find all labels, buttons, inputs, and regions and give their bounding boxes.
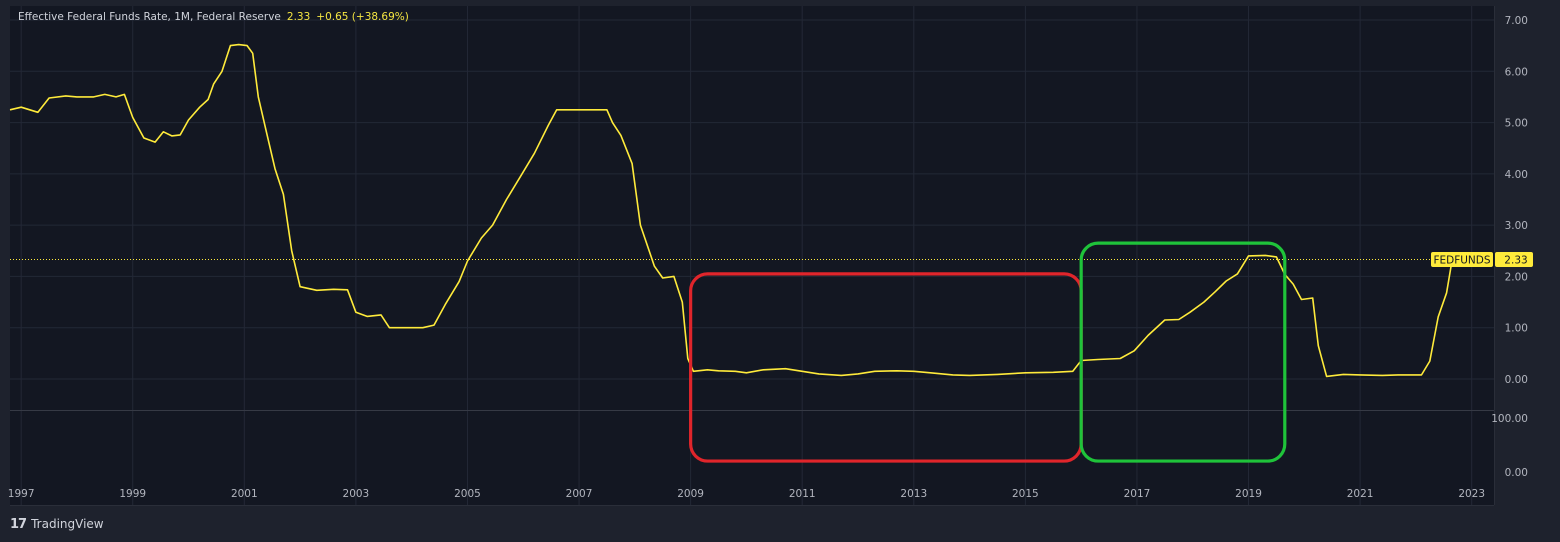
last-value-label: 2.33 — [1504, 255, 1527, 267]
y-tick-label: 4.00 — [1505, 169, 1528, 181]
ticker-label: FEDFUNDS — [1433, 255, 1490, 267]
x-tick-label: 2007 — [566, 488, 593, 500]
lower-pane-tick-label: 100.00 — [1491, 413, 1528, 425]
x-tick-label: 1997 — [8, 488, 35, 500]
y-tick-label: 6.00 — [1505, 66, 1528, 78]
x-tick-label: 2005 — [454, 488, 481, 500]
y-tick-label: 7.00 — [1505, 15, 1528, 27]
legend-last-value: 2.33 — [286, 11, 311, 23]
x-tick-label: 2001 — [231, 488, 258, 500]
tradingview-logo-icon: 17 — [10, 516, 27, 532]
price-axis[interactable]: 0.00 1.00 2.00 3.00 4.00 5.00 6.00 7.00 — [1505, 15, 1528, 386]
green-highlight-box — [1079, 241, 1287, 463]
lower-pane-axis[interactable]: 100.00 0.00 — [1491, 413, 1528, 479]
x-tick-label: 2015 — [1012, 488, 1039, 500]
x-tick-label: 1999 — [119, 488, 146, 500]
x-tick-label: 2023 — [1458, 488, 1485, 500]
x-tick-label: 2021 — [1347, 488, 1374, 500]
y-tick-label: 5.00 — [1505, 118, 1528, 130]
x-tick-label: 2009 — [677, 488, 704, 500]
lower-pane-tick-label: 0.00 — [1505, 467, 1528, 479]
series-line — [9, 43, 1453, 378]
y-tick-label: 3.00 — [1505, 220, 1528, 232]
x-tick-label: 2011 — [789, 488, 816, 500]
last-value-label-bg — [1495, 252, 1533, 268]
time-axis[interactable]: 1997 1999 2001 2003 2005 2007 2009 2011 2013 2015… — [8, 488, 1485, 500]
x-tick-label: 2003 — [343, 488, 370, 500]
x-tick-label: 2017 — [1124, 488, 1151, 500]
y-tick-label: 2.00 — [1505, 271, 1528, 283]
ticker-label-bg — [1431, 252, 1493, 268]
value-labels: FEDFUNDS 2.33 — [1431, 252, 1533, 268]
y-tick-label: 0.00 — [1505, 374, 1528, 386]
x-tick-label: 2013 — [900, 488, 927, 500]
grid-lines — [10, 6, 1494, 505]
x-tick-label: 2019 — [1235, 488, 1262, 500]
legend-change: +0.65 (+38.69%) — [316, 11, 409, 23]
brand-name: TradingView — [31, 517, 104, 531]
tradingview-branding[interactable]: 17 TradingView — [10, 516, 104, 532]
y-tick-label: 1.00 — [1505, 323, 1528, 335]
legend-title: Effective Federal Funds Rate, 1M, Federa… — [18, 11, 281, 23]
annotations — [689, 241, 1287, 463]
chart-legend[interactable]: Effective Federal Funds Rate, 1M, Federa… — [18, 11, 409, 23]
